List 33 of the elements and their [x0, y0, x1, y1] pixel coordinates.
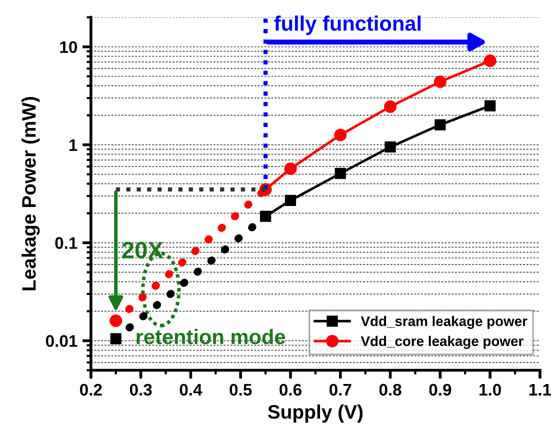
y-tick-label: 0.1	[55, 237, 78, 249]
y-tick-label: 0.01	[46, 335, 78, 347]
x-tick-label: 0.7	[329, 384, 352, 396]
x-tick-label: 0.5	[230, 384, 252, 396]
legend-label: Vdd_core leakage power	[360, 336, 524, 349]
point	[484, 54, 496, 68]
x-axis-title: Supply (V)	[268, 404, 363, 423]
x-tick-label: 0.6	[280, 384, 302, 396]
point	[434, 119, 446, 130]
y-axis-title: Leakage Power (mW)	[22, 96, 40, 290]
point	[110, 314, 122, 327]
point	[434, 75, 446, 88]
x-tick-label: 1.0	[480, 384, 501, 396]
y-tick-label: 10	[60, 41, 78, 54]
annotation: retention mode	[136, 328, 286, 344]
x-tick-label: 1.1	[529, 384, 551, 396]
point	[334, 168, 346, 179]
x-tick-label: 0.8	[379, 384, 402, 396]
x-tick-label: 0.9	[429, 384, 452, 396]
x-tick-label: 0.3	[130, 384, 152, 396]
point	[284, 194, 296, 206]
x-tick-label: 0.2	[80, 384, 102, 396]
point	[384, 141, 396, 153]
x-tick-label: 0.4	[180, 384, 202, 396]
point	[484, 100, 496, 112]
annotation: 20X	[122, 242, 164, 258]
point	[110, 333, 122, 344]
annotation: fully functional	[274, 16, 421, 35]
point	[334, 128, 347, 142]
point	[284, 162, 297, 175]
legend-label: Vdd_sram leakage power	[360, 316, 528, 329]
y-tick-label: 1	[70, 139, 78, 151]
point	[384, 100, 397, 113]
